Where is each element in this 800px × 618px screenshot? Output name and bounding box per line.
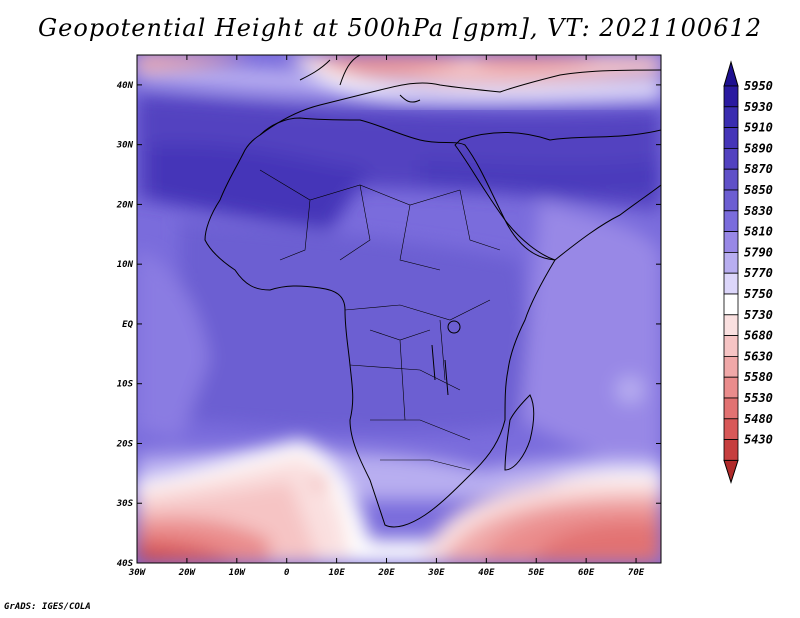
- lat-tick-label: EQ: [122, 320, 133, 330]
- lon-tick-label: 10W: [229, 568, 247, 578]
- colorbar-swatch: [723, 397, 739, 420]
- lat-tick-label: 10S: [117, 380, 134, 390]
- lat-tick-label: 20S: [116, 439, 134, 449]
- colorbar-label: 5810: [744, 225, 773, 239]
- colorbar-swatch: [723, 85, 739, 108]
- height-field: [137, 55, 661, 563]
- lon-tick-label: 10E: [328, 568, 345, 578]
- lon-tick-label: 30E: [427, 568, 445, 578]
- colorbar-label: 5850: [744, 183, 773, 197]
- lon-tick-label: 40E: [478, 568, 495, 578]
- colorbar-swatch: [723, 127, 739, 149]
- latitude-axis: 40N 30N 20N 10N EQ 10S 20S 30S 40S: [116, 81, 661, 569]
- lat-tick-label: 40S: [117, 559, 134, 569]
- country-borders: [259, 169, 501, 471]
- colorbar-swatch: [723, 335, 739, 357]
- colorbar-label: 5630: [744, 349, 773, 363]
- lon-tick-label: 50E: [528, 568, 545, 578]
- colorbar-swatch: [723, 272, 739, 295]
- colorbar-swatch: [723, 376, 739, 399]
- plot-frame: [136, 54, 662, 564]
- colorbar-label: 5530: [744, 391, 773, 405]
- colorbar-bottom-arrow: [723, 459, 739, 485]
- colorbar-swatch: [723, 210, 739, 233]
- coastlines: [204, 55, 661, 528]
- colorbar-swatch: [723, 418, 739, 440]
- colorbar-swatch: [723, 293, 739, 316]
- colorbar-label: 5790: [744, 245, 773, 259]
- colorbar-swatch: [723, 355, 739, 378]
- colorbar-label: 5580: [744, 370, 773, 384]
- lat-tick-label: 10N: [117, 260, 134, 270]
- colorbar-swatch: [723, 314, 739, 336]
- colorbar-label: 5730: [744, 308, 773, 322]
- colorbar-label: 5830: [744, 204, 773, 218]
- colorbar-label: 5430: [744, 433, 773, 447]
- colorbar-label: 5870: [744, 162, 773, 176]
- lon-tick-label: 70E: [628, 568, 645, 578]
- colorbar: 5950 5930 5910 5890 5870 5850 5830 5810 5790 5770…: [723, 60, 773, 485]
- lon-tick-label: 60E: [578, 568, 595, 578]
- colorbar-swatch: [723, 147, 739, 170]
- colorbar-label: 5910: [744, 121, 773, 135]
- lon-tick-label: 20W: [178, 568, 197, 578]
- lake-victoria: [431, 320, 461, 396]
- lat-tick-label: 30N: [116, 141, 134, 151]
- colorbar-label: 5750: [744, 287, 773, 301]
- colorbar-label: 5950: [744, 79, 773, 93]
- lat-tick-label: 30S: [116, 499, 134, 509]
- colorbar-swatch: [723, 439, 739, 461]
- colorbar-label: 5930: [744, 100, 773, 114]
- colorbar-label: 5890: [744, 141, 773, 155]
- colorbar-swatch: [723, 168, 739, 191]
- colorbar-label: 5770: [744, 266, 773, 280]
- lon-tick-label: 0: [284, 568, 290, 578]
- grads-credit: GrADS: IGES/COLA: [4, 602, 91, 612]
- colorbar-swatch: [723, 106, 739, 129]
- lon-tick-label: 20E: [377, 568, 395, 578]
- lon-tick-label: 30W: [128, 568, 147, 578]
- lat-tick-label: 40N: [117, 81, 134, 91]
- colorbar-swatch: [723, 251, 739, 274]
- colorbar-swatch: [723, 231, 739, 253]
- colorbar-label: 5680: [744, 329, 773, 343]
- lat-tick-label: 20N: [116, 200, 134, 210]
- colorbar-label: 5480: [744, 412, 773, 426]
- colorbar-swatch: [723, 189, 739, 212]
- longitude-axis: 30W 20W 10W 0 10E 20E 30E 40E 50E 60E 70E: [128, 55, 645, 578]
- colorbar-top-arrow: [723, 60, 739, 87]
- map-title: Geopotential Height at 500hPa [gpm], VT:…: [38, 14, 762, 42]
